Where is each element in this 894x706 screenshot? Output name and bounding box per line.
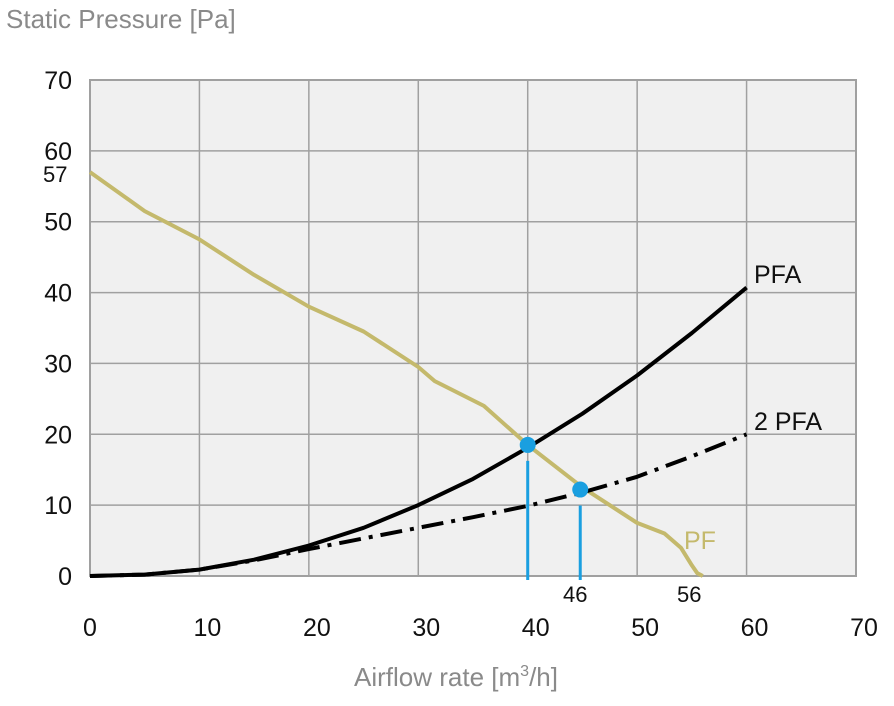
operating-point-marker <box>572 481 589 498</box>
y-tick-label: 10 <box>44 492 72 520</box>
y-tick-label: 30 <box>44 350 72 378</box>
series-line-pf <box>88 170 704 578</box>
operating-point-marker <box>519 436 536 453</box>
x-tick-label: 40 <box>522 614 550 642</box>
x-tick-label: 70 <box>850 614 878 642</box>
y-tick-label: 50 <box>44 209 72 237</box>
series-label-2pfa: 2 PFA <box>754 408 822 436</box>
y-tick-label: 60 <box>44 138 72 166</box>
y-tick-label: 20 <box>44 421 72 449</box>
series-line-2-pfa <box>89 432 748 578</box>
y-tick-label: 40 <box>44 280 72 308</box>
x-axis-title: Airflow rate [m3/h] <box>354 662 558 692</box>
y-axis-title: Static Pressure [Pa] <box>6 4 236 34</box>
y-extra-label-57: 57 <box>43 162 67 187</box>
series-label-pf: PF <box>684 527 716 555</box>
x-tick-label: 20 <box>303 614 331 642</box>
series-label-pfa: PFA <box>754 261 802 289</box>
series-line-pfa <box>89 286 748 578</box>
x-extra-label-46: 46 <box>563 582 587 607</box>
x-tick-label: 60 <box>741 614 769 642</box>
x-tick-label: 50 <box>631 614 659 642</box>
x-tick-label: 30 <box>412 614 440 642</box>
x-tick-label: 10 <box>194 614 222 642</box>
x-extra-label-56: 56 <box>677 582 701 607</box>
x-tick-label: 0 <box>83 614 97 642</box>
plot-area <box>89 79 857 577</box>
y-tick-label: 70 <box>44 67 72 95</box>
y-tick-label: 0 <box>58 563 72 591</box>
